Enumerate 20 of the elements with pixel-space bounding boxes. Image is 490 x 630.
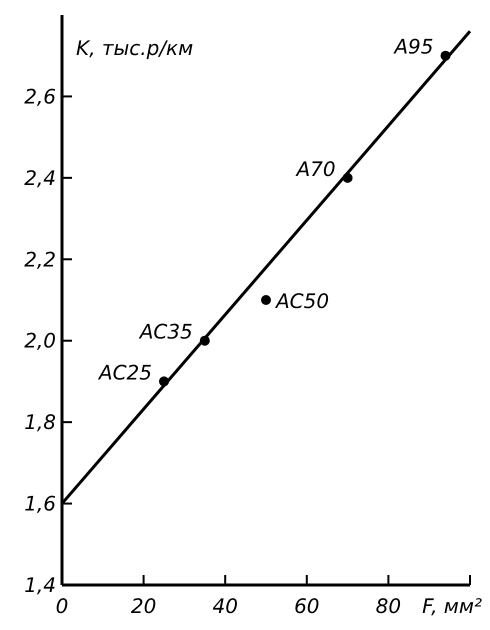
annotation: AC35 [138, 320, 193, 344]
x-axis-title: F, мм² [422, 594, 482, 618]
y-tick-label: 1,8 [24, 410, 56, 434]
y-axis-title: K, тыс.р/км [76, 36, 194, 60]
annotation: A95 [392, 34, 434, 59]
annotation: AC25 [96, 360, 152, 384]
y-tick-label: 2,4 [24, 166, 56, 190]
x-tick-label: 0 [56, 594, 68, 618]
annotation: AC50 [274, 289, 330, 313]
point [261, 295, 271, 305]
annotation: A70 [294, 156, 336, 181]
y-tick-label: 1,4 [24, 573, 56, 597]
y-tick-label: 2,0 [24, 328, 56, 353]
x-tick-label: 40 [212, 594, 238, 618]
x-tick-label: 60 [294, 594, 320, 618]
y-tick-label: 1,6 [24, 492, 56, 516]
x-tick-label: 80 [376, 594, 402, 618]
x-tick-label: 20 [130, 594, 156, 618]
y-tick-label: 2,2 [24, 247, 56, 272]
y-tick-label: 2,6 [24, 84, 56, 108]
